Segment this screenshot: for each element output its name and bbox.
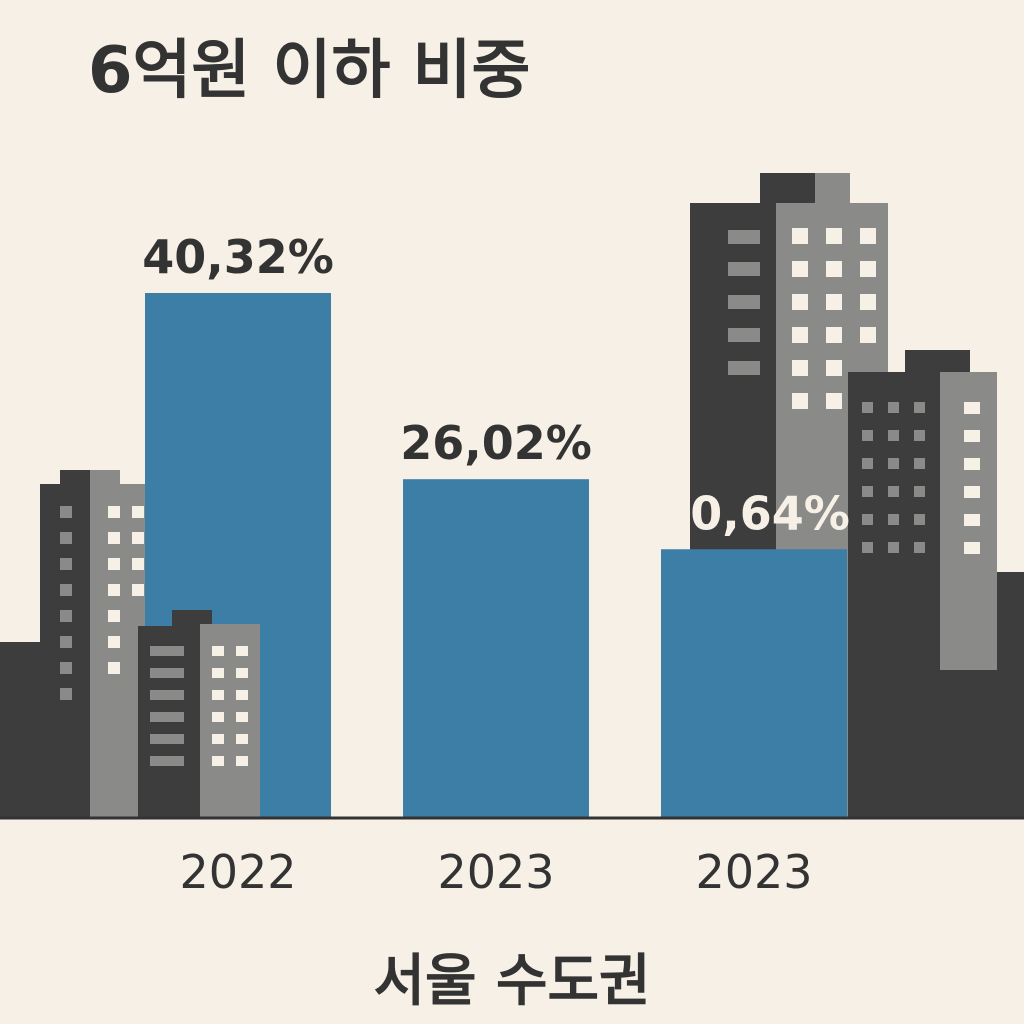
building-left-back (0, 470, 157, 818)
value-label-0: 40,32% (142, 230, 334, 284)
chart-title: 6억원 이하 비중 (88, 34, 530, 108)
bar-2023-2 (661, 549, 847, 818)
x-axis-label: 서울 수도권 (373, 949, 650, 1014)
bars-layer: 40,32% 2022 26,02% 2023 20,64% 2023 (142, 230, 850, 899)
x-tick-label-1: 2023 (437, 845, 554, 899)
value-label-2: 20,64% (658, 486, 850, 540)
x-tick-label-0: 2022 (179, 845, 296, 899)
bar-2023-1 (403, 479, 589, 818)
value-label-1: 26,02% (400, 416, 592, 470)
x-tick-label-2: 2023 (695, 845, 812, 899)
building-left-front (138, 610, 260, 818)
